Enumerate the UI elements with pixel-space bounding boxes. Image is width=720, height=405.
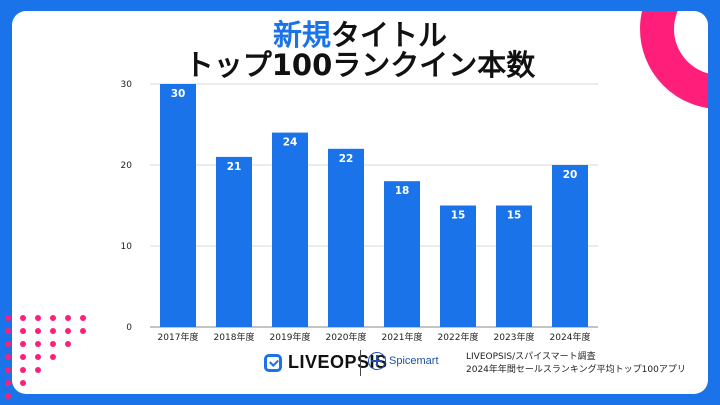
decor-dot [5, 328, 11, 334]
page-title: 新規タイトル トップ100ランクイン本数 [150, 20, 570, 80]
data-label: 18 [395, 185, 410, 197]
bar [272, 132, 308, 327]
decor-dot [35, 354, 41, 360]
x-tick-label: 2018年度 [214, 331, 255, 343]
decor-dot [65, 315, 71, 321]
decor-dot [5, 341, 11, 347]
decor-dot [5, 393, 11, 399]
bar [384, 181, 420, 327]
decor-dot [5, 367, 11, 373]
bar [216, 156, 252, 327]
decor-dot [50, 354, 56, 360]
x-tick-label: 2020年度 [326, 331, 367, 343]
decor-dot [80, 328, 86, 334]
data-label: 22 [339, 153, 354, 165]
bar [160, 84, 196, 327]
decor-dot [20, 341, 26, 347]
data-label: 20 [563, 169, 578, 181]
decor-dot [5, 380, 11, 386]
decor-dot [80, 315, 86, 321]
data-label: 21 [227, 161, 242, 173]
decor-dot [50, 315, 56, 321]
dot-pattern-decoration [5, 315, 86, 399]
decor-dot [20, 367, 26, 373]
y-tick-label: 10 [121, 242, 133, 252]
decor-dot [5, 354, 11, 360]
x-tick-label: 2023年度 [494, 331, 535, 343]
title-highlight: 新規 [272, 18, 331, 52]
y-tick-label: 0 [126, 323, 132, 333]
decor-dot [65, 328, 71, 334]
decor-dot [35, 328, 41, 334]
decor-dot [65, 341, 71, 347]
data-label: 24 [283, 137, 298, 149]
x-tick-label: 2021年度 [382, 331, 423, 343]
bar [552, 165, 588, 327]
title-line1-rest: タイトル [331, 18, 448, 52]
data-label: 15 [451, 210, 466, 222]
x-tick-label: 2022年度 [438, 331, 479, 343]
bar [496, 205, 532, 327]
decor-dot [20, 380, 26, 386]
data-label: 15 [507, 210, 522, 222]
decor-dot [35, 367, 41, 373]
title-line2: トップ100ランクイン本数 [184, 48, 536, 82]
decor-dot [20, 328, 26, 334]
bar [328, 148, 364, 327]
decor-dot [5, 315, 11, 321]
x-tick-label: 2017年度 [158, 331, 199, 343]
decor-dot [20, 354, 26, 360]
decor-dot [50, 328, 56, 334]
bar [440, 205, 476, 327]
decor-dot [35, 315, 41, 321]
y-tick-label: 30 [121, 80, 133, 90]
decor-dot [20, 315, 26, 321]
decor-dot [35, 341, 41, 347]
x-tick-label: 2024年度 [550, 331, 591, 343]
y-tick-label: 20 [121, 161, 133, 171]
data-label: 30 [171, 88, 186, 100]
x-tick-label: 2019年度 [270, 331, 311, 343]
decor-dot [50, 341, 56, 347]
